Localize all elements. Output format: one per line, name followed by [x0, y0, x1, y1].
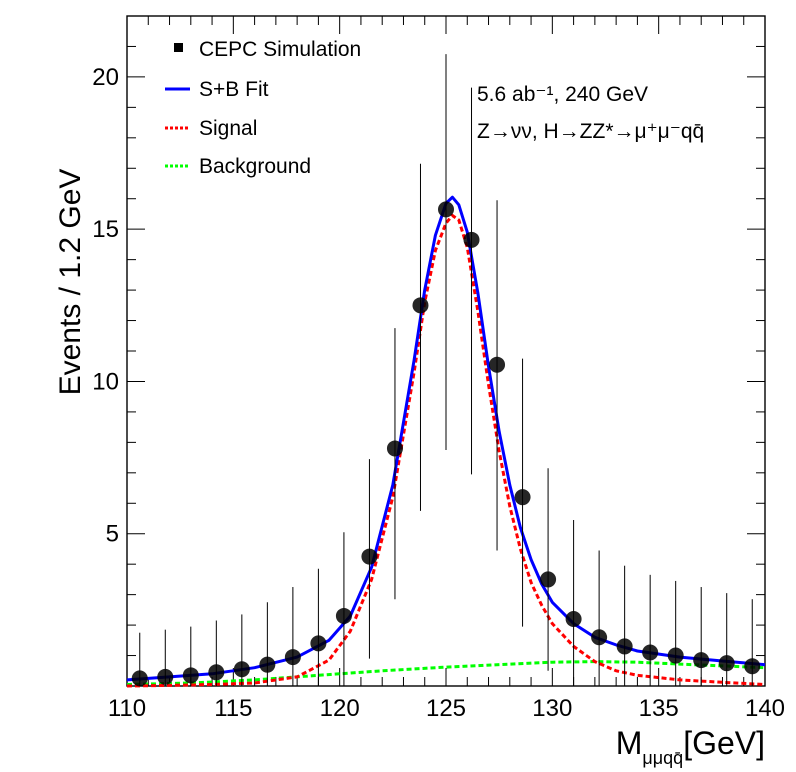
- data-point: [616, 638, 633, 655]
- legend-label-background: Background: [199, 155, 311, 178]
- x-axis-title-sub: μμqq̄: [642, 748, 683, 768]
- data-point: [182, 667, 199, 684]
- legend-label-fit: S+B Fit: [199, 78, 269, 101]
- y-axis-title: Events / 1.2 GeV: [54, 169, 87, 396]
- data-point: [310, 635, 327, 652]
- curve-signal: [126, 214, 766, 688]
- x-tick-label: 120: [320, 695, 360, 722]
- legend: CEPC Simulation S+B Fit Signal Backgroun…: [165, 38, 361, 178]
- data-point: [386, 440, 403, 457]
- data-point: [718, 655, 735, 672]
- x-tick-label: 115: [214, 695, 252, 722]
- data-point: [208, 664, 225, 681]
- y-tick-label: 5: [106, 521, 119, 548]
- data-point: [438, 201, 454, 218]
- y-tick-label: 15: [92, 216, 119, 243]
- y-tick-label: 10: [92, 368, 119, 395]
- x-tick-label: 130: [532, 695, 572, 722]
- data-point: [233, 661, 250, 678]
- data-point: [131, 670, 148, 687]
- data-point: [693, 652, 710, 669]
- legend-label-simulation: CEPC Simulation: [199, 38, 361, 61]
- data-point: [744, 658, 761, 675]
- data-point: [284, 649, 301, 666]
- y-tick-label: 20: [92, 64, 119, 91]
- curve-background: [126, 660, 766, 686]
- data-point: [157, 668, 174, 685]
- data-point: [489, 356, 506, 373]
- x-axis-title: Mμμqq̄[GeV]: [616, 725, 765, 768]
- x-axis-title-unit: [GeV]: [683, 725, 765, 761]
- x-tick-label: 125: [426, 695, 466, 722]
- error-bars: [139, 54, 753, 686]
- lumi-annotation: 5.6 ab⁻¹, 240 GeV: [477, 83, 648, 106]
- data-point: [335, 607, 352, 624]
- data-point: [565, 611, 582, 627]
- data-point: [412, 297, 429, 314]
- x-axis-title-main: M: [616, 725, 643, 761]
- x-tick-label: 140: [745, 695, 785, 722]
- legend-label-signal: Signal: [199, 117, 257, 140]
- axis-ticks: [126, 15, 766, 687]
- data-point: [361, 548, 378, 565]
- data-point: [667, 647, 684, 664]
- data-point: [514, 489, 531, 506]
- x-tick-label: 110: [108, 695, 146, 722]
- x-tick-label: 135: [639, 695, 679, 722]
- y-tick-labels: 5 10 15 20: [92, 64, 119, 548]
- data-points: [131, 201, 761, 687]
- data-point: [463, 231, 480, 248]
- data-point: [259, 656, 276, 673]
- legend-marker-simulation: [174, 43, 183, 52]
- data-point: [642, 644, 659, 661]
- data-point: [591, 629, 608, 646]
- process-annotation: Z→νν, H→ZZ*→μ⁺μ⁻qq̄: [477, 120, 704, 143]
- x-tick-labels: 110 115 120 125 130 135 140: [108, 695, 785, 722]
- data-point: [540, 571, 557, 588]
